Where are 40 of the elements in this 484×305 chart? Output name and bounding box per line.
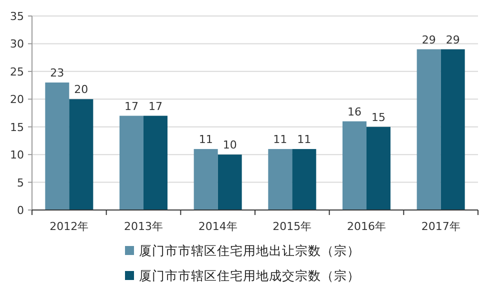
- y-tick-label: 5: [17, 176, 24, 190]
- bar: [440, 49, 465, 210]
- x-tick-label: 2015年: [272, 220, 312, 233]
- bar: [268, 149, 292, 210]
- bar: [416, 49, 441, 210]
- legend-label: 厦门市市辖区住宅用地出让宗数（宗）: [139, 243, 360, 258]
- legend-label: 厦门市市辖区住宅用地成交宗数（宗）: [139, 268, 360, 283]
- y-tick-label: 0: [17, 204, 24, 217]
- data-label: 11: [273, 133, 288, 146]
- data-label: 29: [422, 33, 436, 46]
- y-tick-label: 30: [10, 38, 24, 51]
- y-tick-label: 35: [10, 10, 24, 23]
- x-tick-label: 2014年: [198, 220, 238, 233]
- bar: [69, 99, 94, 210]
- bar: [120, 116, 144, 210]
- data-label: 17: [124, 100, 138, 113]
- y-tick-label: 25: [10, 65, 24, 78]
- x-tick-label: 2016年: [347, 220, 386, 233]
- data-label: 11: [198, 133, 213, 146]
- x-tick-label: 2012年: [50, 220, 89, 233]
- bar: [194, 149, 218, 210]
- data-label: 20: [74, 83, 88, 96]
- bar: [218, 154, 242, 210]
- x-tick-label: 2017年: [421, 220, 460, 233]
- data-label: 10: [222, 138, 237, 152]
- data-label: 11: [297, 133, 312, 146]
- data-label: 23: [50, 66, 64, 80]
- y-tick-label: 10: [10, 148, 24, 162]
- data-label: 17: [148, 100, 162, 113]
- bar: [342, 121, 366, 210]
- y-tick-label: 15: [10, 120, 24, 134]
- bar: [292, 149, 316, 210]
- y-tick-label: 20: [10, 93, 24, 106]
- data-label: 15: [372, 110, 386, 124]
- data-label: 29: [446, 33, 460, 46]
- bar: [144, 116, 168, 210]
- data-label: 16: [348, 105, 362, 118]
- x-tick-label: 2013年: [124, 220, 163, 233]
- bar: [366, 126, 390, 210]
- bar: [45, 82, 70, 210]
